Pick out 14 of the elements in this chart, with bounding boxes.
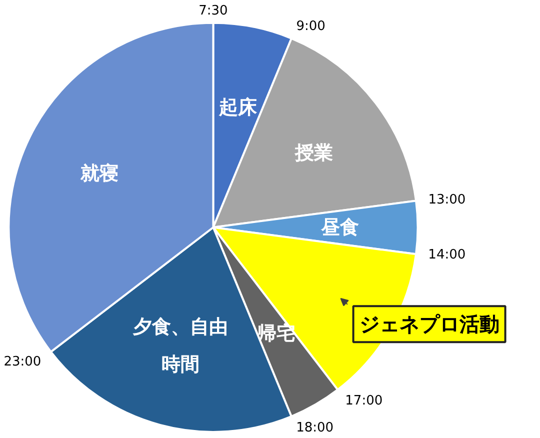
text: 17:00 — [345, 393, 383, 408]
slice-label: 帰宅 — [256, 322, 296, 344]
slice-label: 授業 — [294, 142, 333, 164]
slice-label: 夕食、自由時間 — [132, 316, 228, 376]
text: 18:00 — [296, 420, 334, 436]
text: 9:00 — [296, 19, 326, 34]
text: 14:00 — [428, 247, 466, 262]
slice-label: 昼食 — [320, 216, 360, 238]
text: 7:30 — [198, 3, 228, 18]
text: 23:00 — [4, 354, 42, 370]
slice-label: ジェネプロ活動 — [359, 312, 500, 336]
slice-label: 起床 — [218, 96, 258, 118]
text: 13:00 — [428, 192, 466, 208]
slice-label: 就寝 — [80, 162, 118, 184]
